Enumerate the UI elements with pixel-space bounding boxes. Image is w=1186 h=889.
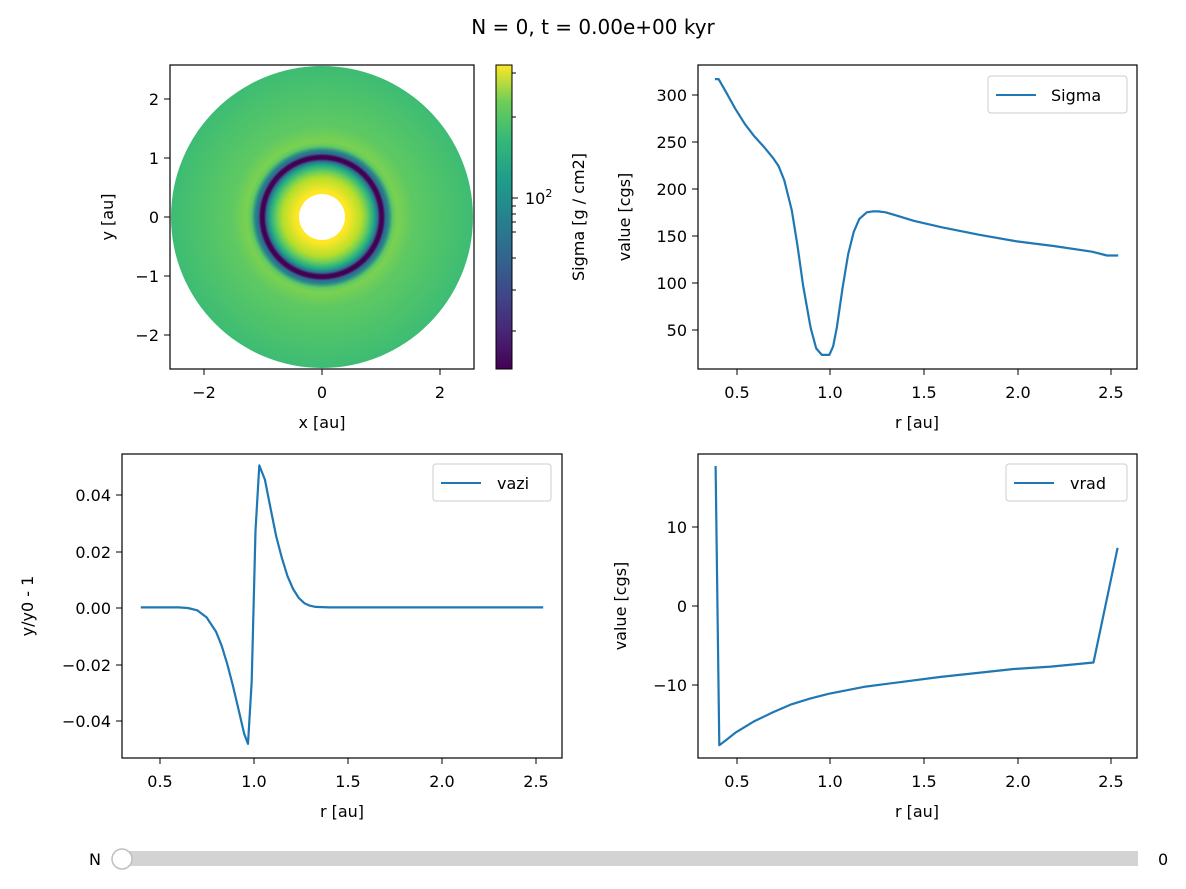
y-tick-label: 50 bbox=[667, 321, 687, 340]
slider-value: 0 bbox=[1158, 850, 1168, 869]
sigma-map-panel: −2 0 2 −2 −1 0 1 2 x [au] y [au] bbox=[98, 64, 475, 432]
y-tick-label: 150 bbox=[656, 227, 687, 246]
figure-title: N = 0, t = 0.00e+00 kyr bbox=[471, 15, 715, 39]
sigma-inner-hole bbox=[299, 194, 345, 240]
sigma-map-y-ticks: −2 −1 0 1 2 bbox=[135, 90, 170, 345]
y-tick-label: 300 bbox=[656, 86, 687, 105]
legend-box bbox=[432, 463, 552, 502]
x-tick-label: 0.5 bbox=[147, 772, 172, 791]
x-axis-label: r [au] bbox=[320, 802, 364, 821]
y-tick-label: 200 bbox=[656, 180, 687, 199]
x-tick-label: 1.5 bbox=[911, 383, 936, 402]
sigma-colorbar: 102 Sigma [g / cm2] bbox=[495, 64, 588, 370]
slider-label: N bbox=[89, 850, 101, 869]
series-line-vazi bbox=[140, 464, 544, 745]
y-ticks: −0.04 −0.02 0.00 0.02 0.04 bbox=[62, 486, 122, 731]
x-ticks: 0.5 1.0 1.5 2.0 2.5 bbox=[147, 758, 549, 791]
sigma-map-x-ticks: −2 0 2 bbox=[192, 369, 445, 402]
x-tick-label: 2.0 bbox=[1005, 383, 1030, 402]
x-tick-label: 2.0 bbox=[1005, 772, 1030, 791]
x-tick-label: 1.0 bbox=[817, 772, 842, 791]
y-axis-label: value [cgs] bbox=[615, 173, 634, 262]
y-tick-label: −1 bbox=[135, 267, 159, 286]
slider-handle[interactable] bbox=[111, 848, 133, 870]
y-tick-label: −0.02 bbox=[62, 656, 111, 675]
y-axis-label: y/y0 - 1 bbox=[18, 576, 37, 637]
plot-frame bbox=[697, 64, 1138, 370]
x-axis-label: r [au] bbox=[895, 802, 939, 821]
y-tick-label: −0.04 bbox=[62, 712, 111, 731]
y-tick-label: 2 bbox=[149, 90, 159, 109]
sigma-profile-panel: 0.5 1.0 1.5 2.0 2.5 50 100 150 200 250 3… bbox=[615, 64, 1138, 432]
x-ticks: 0.5 1.0 1.5 2.0 2.5 bbox=[724, 758, 1124, 791]
x-tick-label: 2.5 bbox=[523, 772, 548, 791]
legend: Sigma bbox=[987, 75, 1128, 114]
y-tick-label: 0.04 bbox=[75, 486, 111, 505]
y-tick-label: −10 bbox=[653, 676, 687, 695]
y-tick-label: 100 bbox=[656, 274, 687, 293]
legend-entry: vazi bbox=[497, 474, 529, 493]
n-slider: N 0 bbox=[89, 850, 1168, 869]
x-tick-label: 1.0 bbox=[241, 772, 266, 791]
x-tick-label: 2.5 bbox=[1098, 383, 1123, 402]
x-tick-label: 2 bbox=[435, 383, 445, 402]
y-tick-label: 0.02 bbox=[75, 543, 111, 562]
legend-box bbox=[1005, 463, 1128, 502]
plot-frame bbox=[121, 453, 563, 759]
x-tick-label: −2 bbox=[192, 383, 216, 402]
legend: vazi bbox=[432, 463, 552, 502]
y-tick-label: 0.00 bbox=[75, 599, 111, 618]
legend: vrad bbox=[1005, 463, 1128, 502]
x-tick-label: 2.5 bbox=[1098, 772, 1123, 791]
x-tick-label: 0 bbox=[317, 383, 327, 402]
x-axis-label: r [au] bbox=[895, 413, 939, 432]
x-tick-label: 0.5 bbox=[724, 383, 749, 402]
y-axis-label: value [cgs] bbox=[611, 562, 630, 651]
slider-track[interactable] bbox=[122, 851, 1138, 866]
x-tick-label: 0.5 bbox=[724, 772, 749, 791]
legend-entry: Sigma bbox=[1051, 86, 1101, 105]
colorbar-label: Sigma [g / cm2] bbox=[569, 153, 588, 281]
x-ticks: 0.5 1.0 1.5 2.0 2.5 bbox=[724, 369, 1124, 402]
y-tick-label: 1 bbox=[149, 149, 159, 168]
x-tick-label: 2.0 bbox=[429, 772, 454, 791]
x-tick-label: 1.5 bbox=[911, 772, 936, 791]
y-tick-label: 0 bbox=[677, 597, 687, 616]
legend-box bbox=[987, 75, 1128, 114]
vrad-profile-panel: 0.5 1.0 1.5 2.0 2.5 −10 0 10 r [au] valu… bbox=[611, 453, 1138, 821]
series-line-sigma bbox=[714, 77, 1119, 356]
y-tick-label: 250 bbox=[656, 133, 687, 152]
y-tick-label: −2 bbox=[135, 326, 159, 345]
x-axis-label: x [au] bbox=[299, 413, 346, 432]
y-ticks: 50 100 150 200 250 300 bbox=[656, 86, 698, 340]
y-tick-label: 0 bbox=[149, 208, 159, 227]
legend-entry: vrad bbox=[1070, 474, 1106, 493]
colorbar-tick-label: 102 bbox=[525, 187, 552, 208]
colorbar-gradient bbox=[495, 64, 513, 370]
vazi-profile-panel: 0.5 1.0 1.5 2.0 2.5 −0.04 −0.02 0.00 0.0… bbox=[18, 453, 563, 821]
y-axis-label: y [au] bbox=[98, 194, 117, 241]
series-line-vrad bbox=[714, 465, 1119, 747]
x-tick-label: 1.5 bbox=[335, 772, 360, 791]
x-tick-label: 1.0 bbox=[817, 383, 842, 402]
y-ticks: −10 0 10 bbox=[653, 518, 698, 695]
y-tick-label: 10 bbox=[667, 518, 687, 537]
